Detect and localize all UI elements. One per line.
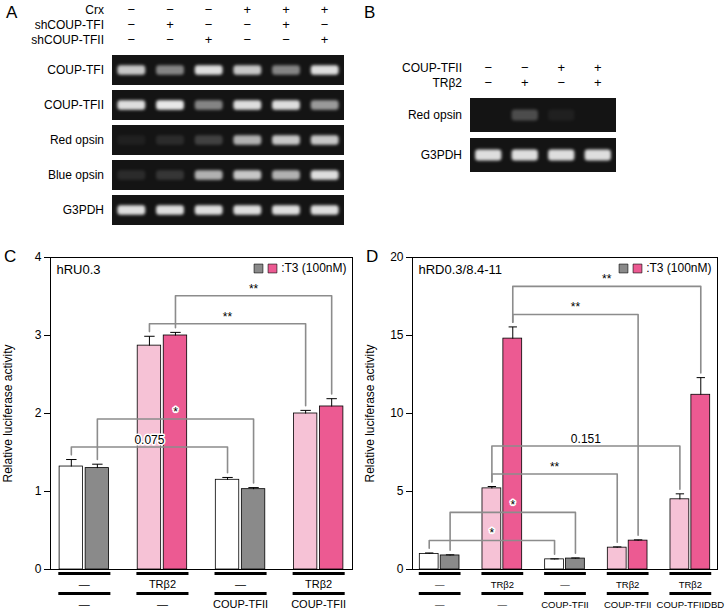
svg-text:shCOUP-TFII: shCOUP-TFII: [31, 33, 104, 47]
svg-text:10: 10: [390, 406, 404, 420]
svg-text:COUP-TFII: COUP-TFII: [541, 599, 589, 610]
svg-text:0: 0: [35, 562, 42, 576]
svg-text:−: −: [205, 2, 213, 17]
svg-text:+: +: [321, 2, 329, 17]
svg-text:−: −: [128, 2, 136, 17]
svg-text:0: 0: [397, 562, 404, 576]
svg-text:*: *: [510, 498, 515, 512]
svg-text:*: *: [173, 405, 178, 419]
svg-text:**: **: [249, 282, 259, 296]
html-text:C: C: [4, 247, 17, 266]
svg-text:COUP-TFII: COUP-TFII: [291, 598, 346, 610]
svg-text:Red opsin: Red opsin: [50, 133, 104, 147]
svg-text:−: −: [484, 75, 492, 90]
svg-text:**: **: [571, 300, 581, 314]
svg-text:**: **: [223, 310, 233, 324]
svg-text:G3PDH: G3PDH: [63, 203, 104, 217]
svg-text:+: +: [244, 2, 252, 17]
svg-text:—: —: [79, 578, 90, 590]
svg-text:+: +: [321, 32, 329, 47]
svg-text:+: +: [594, 75, 602, 90]
svg-text:−: −: [321, 17, 329, 32]
svg-text:−: −: [557, 75, 565, 90]
svg-text:−: −: [166, 32, 174, 47]
svg-text:hRU0.3: hRU0.3: [57, 262, 101, 277]
svg-text:Crx: Crx: [85, 3, 104, 17]
svg-text:—: —: [498, 599, 508, 610]
svg-text:COUP-TFII: COUP-TFII: [213, 598, 268, 610]
svg-text:*: *: [490, 526, 495, 540]
svg-text:−: −: [484, 60, 492, 75]
svg-text:+: +: [557, 60, 565, 75]
svg-text:+: +: [521, 75, 529, 90]
svg-text:—: —: [157, 598, 168, 610]
svg-text:Red opsin: Red opsin: [408, 108, 462, 122]
svg-text:0.151: 0.151: [571, 432, 601, 446]
svg-text:—: —: [435, 599, 445, 610]
svg-text:1: 1: [35, 484, 42, 498]
svg-text:shCOUP-TFI: shCOUP-TFI: [35, 18, 104, 32]
html-text:D: D: [366, 247, 379, 266]
svg-text:TRβ2: TRβ2: [616, 579, 639, 590]
svg-text:COUP-TFII: COUP-TFII: [402, 61, 462, 75]
svg-text:**: **: [550, 460, 560, 474]
svg-text:5: 5: [397, 484, 404, 498]
svg-text:−: −: [282, 32, 290, 47]
svg-text:TRβ2: TRβ2: [679, 579, 702, 590]
svg-text:A: A: [6, 3, 18, 22]
svg-text:+: +: [282, 17, 290, 32]
svg-text:—: —: [560, 579, 570, 590]
svg-text:COUP-TFI: COUP-TFI: [47, 63, 104, 77]
svg-text:COUP-TFII: COUP-TFII: [604, 599, 652, 610]
svg-text:20: 20: [390, 250, 404, 264]
svg-text:2: 2: [35, 406, 42, 420]
svg-text:−: −: [244, 32, 252, 47]
svg-text:G3PDH: G3PDH: [421, 148, 462, 162]
svg-text:**: **: [602, 272, 612, 286]
svg-text:B: B: [364, 3, 375, 22]
svg-text:Relative luciferase activity: Relative luciferase activity: [1, 344, 15, 482]
svg-text:−: −: [244, 17, 252, 32]
svg-text:TRβ2: TRβ2: [491, 579, 514, 590]
svg-text:+: +: [205, 32, 213, 47]
svg-text:15: 15: [390, 328, 404, 342]
svg-text:TRβ2: TRβ2: [432, 76, 462, 90]
svg-text:hRD0.3/8.4-11: hRD0.3/8.4-11: [419, 262, 503, 277]
svg-text:−: −: [205, 17, 213, 32]
svg-text:—: —: [79, 598, 90, 610]
svg-text:COUP-TFII: COUP-TFII: [44, 98, 104, 112]
svg-text:COUP-TFIIDBD: COUP-TFIIDBD: [657, 599, 725, 610]
svg-text:Blue opsin: Blue opsin: [48, 168, 104, 182]
svg-text:TRβ2: TRβ2: [305, 578, 332, 590]
svg-text::T3 (100nM): :T3 (100nM): [281, 261, 346, 275]
svg-text:—: —: [235, 578, 246, 590]
svg-text:−: −: [128, 17, 136, 32]
svg-text:+: +: [166, 17, 174, 32]
svg-text:—: —: [435, 579, 445, 590]
svg-text:−: −: [521, 60, 529, 75]
svg-text:+: +: [594, 60, 602, 75]
svg-text::T3 (100nM): :T3 (100nM): [646, 261, 711, 275]
svg-text:0.075: 0.075: [134, 433, 164, 447]
svg-text:+: +: [282, 2, 290, 17]
svg-text:−: −: [128, 32, 136, 47]
svg-text:−: −: [166, 2, 174, 17]
svg-text:Relative luciferase activity: Relative luciferase activity: [363, 344, 377, 482]
svg-text:3: 3: [35, 328, 42, 342]
svg-text:TRβ2: TRβ2: [149, 578, 176, 590]
svg-text:4: 4: [35, 250, 42, 264]
